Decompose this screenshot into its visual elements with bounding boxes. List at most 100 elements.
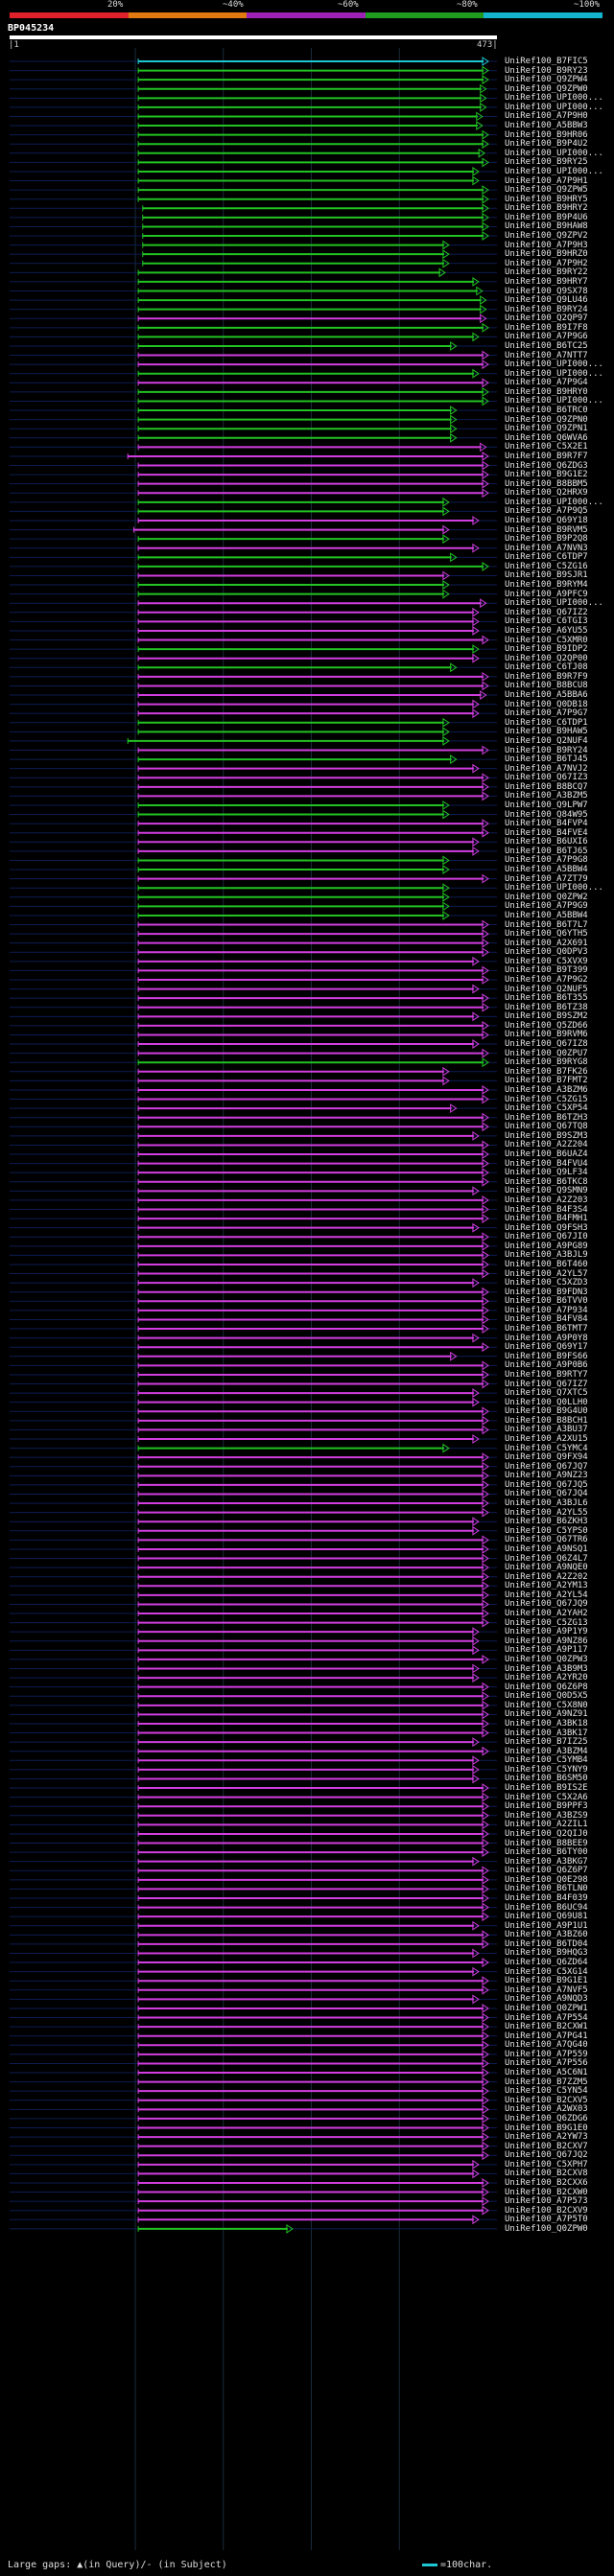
hit-label[interactable]: UniRef100_A7P9H0 xyxy=(505,111,588,122)
hit-label[interactable]: UniRef100_A7P9G8 xyxy=(505,855,588,866)
hit-label[interactable]: UniRef100_A5BBW4 xyxy=(505,910,588,920)
hit-label[interactable]: UniRef100_B9P2Q8 xyxy=(505,534,588,545)
hit-label[interactable]: UniRef100_B8BCU8 xyxy=(505,681,588,691)
hit-label[interactable]: UniRef100_A7P934 xyxy=(505,1305,588,1315)
hit-label[interactable]: UniRef100_Q9ZPN0 xyxy=(505,414,588,425)
hit-label[interactable]: UniRef100_B4FVU4 xyxy=(505,1158,588,1169)
hit-label[interactable]: UniRef100_B7FIC5 xyxy=(505,57,588,66)
hit-label[interactable]: UniRef100_B9HR06 xyxy=(505,129,588,140)
hit-label[interactable]: UniRef100_A7P554 xyxy=(505,2012,588,2023)
hit-label[interactable]: UniRef100_Q6ZDG6 xyxy=(505,2113,588,2123)
hit-label[interactable]: UniRef100_Q0ZPW0 xyxy=(505,2223,588,2234)
hit-label[interactable]: UniRef100_A7P559 xyxy=(505,2049,588,2059)
hit-label[interactable]: UniRef100_C5YMC4 xyxy=(505,1443,588,1453)
hit-label[interactable]: UniRef100_A2ZIL1 xyxy=(505,1820,588,1830)
hit-label[interactable]: UniRef100_C6TJ08 xyxy=(505,662,588,673)
hit-label[interactable]: UniRef100_Q0ZPU7 xyxy=(505,1048,588,1058)
hit-label[interactable]: UniRef100_B9P4U2 xyxy=(505,139,588,150)
hit-label[interactable]: UniRef100_Q9ZPW5 xyxy=(505,185,588,196)
hit-label[interactable]: UniRef100_A2YL54 xyxy=(505,1590,588,1600)
hit-label[interactable]: UniRef100_A7NVN3 xyxy=(505,543,588,553)
hit-label[interactable]: UniRef100_Q2QP00 xyxy=(505,653,588,663)
hit-label[interactable]: UniRef100_Q9SMN9 xyxy=(505,1186,588,1196)
hit-label[interactable]: UniRef100_Q0ZPW1 xyxy=(505,2003,588,2013)
hit-label[interactable]: UniRef100_B8BCH1 xyxy=(505,1415,588,1426)
hit-label[interactable]: UniRef100_A2YR20 xyxy=(505,1673,588,1683)
hit-label[interactable]: UniRef100_C5XZD3 xyxy=(505,1278,588,1288)
hit-label[interactable]: UniRef100_B9R7F9 xyxy=(505,671,588,682)
hit-label[interactable]: UniRef100_B9HAW5 xyxy=(505,727,588,737)
hit-label[interactable]: UniRef100_A3BK17 xyxy=(505,1728,588,1738)
hit-label[interactable]: UniRef100_UPI000... xyxy=(505,368,603,379)
hit-label[interactable]: UniRef100_A2YAH2 xyxy=(505,1609,588,1619)
hit-label[interactable]: UniRef100_A7QG40 xyxy=(505,2040,588,2051)
hit-label[interactable]: UniRef100_A7NTT7 xyxy=(505,350,588,360)
hit-label[interactable]: UniRef100_B9T399 xyxy=(505,965,588,976)
hit-label[interactable]: UniRef100_B6ZKH3 xyxy=(505,1517,588,1527)
hit-label[interactable]: UniRef100_Q67IZ2 xyxy=(505,607,588,617)
hit-label[interactable]: UniRef100_Q9ZPW4 xyxy=(505,75,588,85)
hit-label[interactable]: UniRef100_A2YM13 xyxy=(505,1581,588,1591)
hit-label[interactable]: UniRef100_Q9LU46 xyxy=(505,295,588,306)
hit-label[interactable]: UniRef100_B2CXV7 xyxy=(505,2141,588,2151)
hit-label[interactable]: UniRef100_B6UXI6 xyxy=(505,837,588,847)
hit-label[interactable]: UniRef100_A5BBW4 xyxy=(505,865,588,875)
hit-label[interactable]: UniRef100_B9RTY7 xyxy=(505,1369,588,1380)
hit-label[interactable]: UniRef100_Q67JQ7 xyxy=(505,1461,588,1472)
hit-label[interactable]: UniRef100_Q67IZ3 xyxy=(505,773,588,783)
hit-label[interactable]: UniRef100_B4F3S4 xyxy=(505,1204,588,1215)
hit-label[interactable]: UniRef100_B6T7L7 xyxy=(505,919,588,930)
hit-label[interactable]: UniRef100_A7P9G6 xyxy=(505,332,588,342)
hit-label[interactable]: UniRef100_A3BZM5 xyxy=(505,791,588,801)
hit-label[interactable]: UniRef100_A9NQE0 xyxy=(505,1563,588,1573)
hit-label[interactable]: UniRef100_B6UC94 xyxy=(505,1902,588,1913)
hit-label[interactable]: UniRef100_Q2QIJ0 xyxy=(505,1828,588,1839)
hit-label[interactable]: UniRef100_B9SZM3 xyxy=(505,1130,588,1141)
hit-label[interactable]: UniRef100_A7P573 xyxy=(505,2196,588,2207)
hit-label[interactable]: UniRef100_B9G1E1 xyxy=(505,1976,588,1986)
hit-label[interactable]: UniRef100_B9HRY7 xyxy=(505,276,588,287)
hit-label[interactable]: UniRef100_UPI000... xyxy=(505,396,603,406)
hit-label[interactable]: UniRef100_B7FK26 xyxy=(505,1066,588,1077)
hit-label[interactable]: UniRef100_A2Z203 xyxy=(505,1195,588,1205)
hit-label[interactable]: UniRef100_A7P5T0 xyxy=(505,2215,588,2225)
hit-label[interactable]: UniRef100_A7P9H2 xyxy=(505,258,588,268)
hit-label[interactable]: UniRef100_B2CXV9 xyxy=(505,2205,588,2216)
hit-label[interactable]: UniRef100_B6TJ45 xyxy=(505,754,588,765)
hit-label[interactable]: UniRef100_A7P9G4 xyxy=(505,378,588,388)
hit-label[interactable]: UniRef100_B9RYM4 xyxy=(505,580,588,591)
hit-label[interactable]: UniRef100_A9P0Y8 xyxy=(505,1333,588,1343)
hit-label[interactable]: UniRef100_A2X691 xyxy=(505,938,588,948)
hit-label[interactable]: UniRef100_Q84W95 xyxy=(505,809,588,820)
hit-label[interactable]: UniRef100_A7P556 xyxy=(505,2058,588,2069)
hit-label[interactable]: UniRef100_A9P117 xyxy=(505,1645,588,1656)
hit-label[interactable]: UniRef100_B9HQG3 xyxy=(505,1948,588,1959)
hit-label[interactable]: UniRef100_A3BJL9 xyxy=(505,1250,588,1261)
hit-label[interactable]: UniRef100_B2CXV5 xyxy=(505,2095,588,2105)
hit-label[interactable]: UniRef100_A5BBW3 xyxy=(505,121,588,131)
hit-label[interactable]: UniRef100_B6TC25 xyxy=(505,340,588,351)
hit-label[interactable]: UniRef100_B9HRZ0 xyxy=(505,249,588,260)
hit-label[interactable]: UniRef100_B9RY22 xyxy=(505,267,588,278)
hit-label[interactable]: UniRef100_B4FMH1 xyxy=(505,1214,588,1224)
hit-label[interactable]: UniRef100_A3BK18 xyxy=(505,1718,588,1729)
hit-label[interactable]: UniRef100_C5X2E1 xyxy=(505,442,588,453)
hit-label[interactable]: UniRef100_Q67IZ7 xyxy=(505,1379,588,1389)
hit-label[interactable]: UniRef100_A7P9H3 xyxy=(505,240,588,250)
hit-label[interactable]: UniRef100_C6TDP1 xyxy=(505,717,588,728)
hit-label[interactable]: UniRef100_C5YMB4 xyxy=(505,1755,588,1766)
hit-label[interactable]: UniRef100_B9R7F7 xyxy=(505,451,588,461)
hit-label[interactable]: UniRef100_Q2QP97 xyxy=(505,313,588,324)
hit-label[interactable]: UniRef100_B2CXW0 xyxy=(505,2187,588,2197)
hit-label[interactable]: UniRef100_Q9FSH3 xyxy=(505,1222,588,1233)
hit-label[interactable]: UniRef100_A9NZ23 xyxy=(505,1471,588,1481)
hit-label[interactable]: UniRef100_Q69Y18 xyxy=(505,516,588,525)
hit-label[interactable]: UniRef100_A7PG41 xyxy=(505,2031,588,2041)
hit-label[interactable]: UniRef100_A3BZM4 xyxy=(505,1746,588,1756)
hit-label[interactable]: UniRef100_C5XPH7 xyxy=(505,2159,588,2170)
hit-label[interactable]: UniRef100_A9NSQ1 xyxy=(505,1543,588,1554)
hit-label[interactable]: UniRef100_A9P1U1 xyxy=(505,1920,588,1931)
hit-label[interactable]: UniRef100_B4F039 xyxy=(505,1893,588,1903)
hit-label[interactable]: UniRef100_B6TY00 xyxy=(505,1847,588,1858)
hit-label[interactable]: UniRef100_C5ZG15 xyxy=(505,1094,588,1104)
